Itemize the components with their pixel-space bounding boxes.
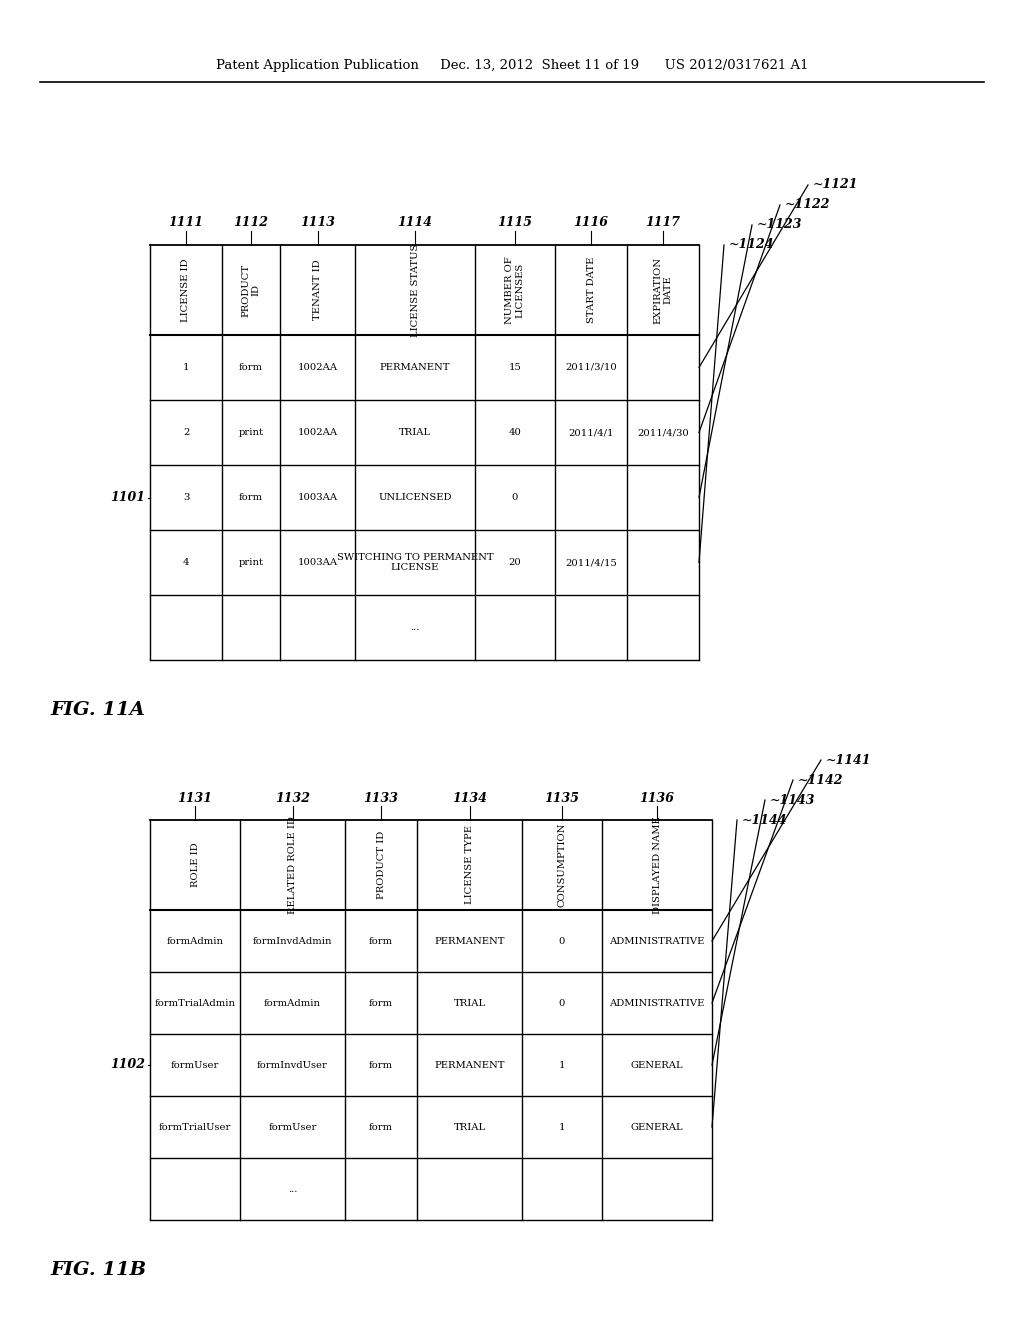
Text: RELATED ROLE ID: RELATED ROLE ID [288,816,297,913]
Text: form: form [369,998,393,1007]
Text: 20: 20 [509,558,521,568]
Text: 1: 1 [182,363,189,372]
Text: ADMINISTRATIVE: ADMINISTRATIVE [609,936,705,945]
Text: PERMANENT: PERMANENT [380,363,451,372]
Text: formInvdUser: formInvdUser [257,1060,328,1069]
Text: form: form [239,492,263,502]
Text: NUMBER OF
LICENSES: NUMBER OF LICENSES [505,256,524,323]
Text: print: print [239,558,263,568]
Text: ...: ... [288,1184,297,1193]
Text: print: print [239,428,263,437]
Text: CONSUMPTION: CONSUMPTION [557,822,566,907]
Text: formUser: formUser [268,1122,316,1131]
Text: 1113: 1113 [300,216,335,230]
Text: 2011/4/30: 2011/4/30 [637,428,689,437]
Text: PRODUCT ID: PRODUCT ID [377,830,385,899]
Text: ADMINISTRATIVE: ADMINISTRATIVE [609,998,705,1007]
Text: 4: 4 [182,558,189,568]
Text: 1132: 1132 [275,792,310,804]
Text: 1135: 1135 [545,792,580,804]
Text: DISPLAYED NAME: DISPLAYED NAME [652,816,662,913]
Text: LICENSE TYPE: LICENSE TYPE [465,825,474,904]
Text: 2: 2 [183,428,189,437]
Text: form: form [239,363,263,372]
Text: formUser: formUser [171,1060,219,1069]
Text: ROLE ID: ROLE ID [190,842,200,887]
Text: 1003AA: 1003AA [297,492,338,502]
Text: PRODUCT
ID: PRODUCT ID [242,264,261,317]
Text: UNLICENSED: UNLICENSED [378,492,452,502]
Text: 1: 1 [559,1060,565,1069]
Text: ~1122: ~1122 [785,198,830,211]
Text: FIG. 11A: FIG. 11A [50,701,144,719]
Text: 1115: 1115 [498,216,532,230]
Text: 1: 1 [559,1122,565,1131]
Text: 1117: 1117 [645,216,681,230]
Text: 1002AA: 1002AA [297,428,338,437]
Text: form: form [369,1122,393,1131]
Text: EXPIRATION
DATE: EXPIRATION DATE [653,256,673,323]
Text: 1133: 1133 [364,792,398,804]
Text: form: form [369,1060,393,1069]
Text: TENANT ID: TENANT ID [313,260,322,321]
Text: 0: 0 [512,492,518,502]
Text: ~1144: ~1144 [742,813,787,826]
Text: 1101: 1101 [110,491,145,504]
Text: formTrialAdmin: formTrialAdmin [155,998,236,1007]
Text: ~1142: ~1142 [798,774,844,787]
Text: 1116: 1116 [573,216,608,230]
Text: 1002AA: 1002AA [297,363,338,372]
Text: 40: 40 [509,428,521,437]
Text: ~1143: ~1143 [770,793,815,807]
Text: ...: ... [411,623,420,632]
Text: 1131: 1131 [177,792,213,804]
Text: ~1123: ~1123 [757,219,803,231]
Text: 1114: 1114 [397,216,432,230]
Text: START DATE: START DATE [587,257,596,323]
Text: TRIAL: TRIAL [454,998,485,1007]
Text: 2011/4/1: 2011/4/1 [568,428,613,437]
Text: SWITCHING TO PERMANENT
LICENSE: SWITCHING TO PERMANENT LICENSE [337,553,494,572]
Text: 1102: 1102 [110,1059,145,1072]
Text: TRIAL: TRIAL [454,1122,485,1131]
Text: formInvdAdmin: formInvdAdmin [253,936,332,945]
Text: PERMANENT: PERMANENT [434,1060,505,1069]
Text: ~1141: ~1141 [826,754,871,767]
Text: Patent Application Publication     Dec. 13, 2012  Sheet 11 of 19      US 2012/03: Patent Application Publication Dec. 13, … [216,58,808,71]
Text: 2011/3/10: 2011/3/10 [565,363,616,372]
Text: LICENSE STATUS: LICENSE STATUS [411,243,420,337]
Text: ~1124: ~1124 [729,239,774,252]
Text: TRIAL: TRIAL [399,428,431,437]
Text: 0: 0 [559,936,565,945]
Text: FIG. 11B: FIG. 11B [50,1261,146,1279]
Text: 3: 3 [183,492,189,502]
Text: 1112: 1112 [233,216,268,230]
Text: formAdmin: formAdmin [167,936,223,945]
Text: LICENSE ID: LICENSE ID [181,259,190,322]
Text: 15: 15 [509,363,521,372]
Text: GENERAL: GENERAL [631,1060,683,1069]
Text: form: form [369,936,393,945]
Text: 1003AA: 1003AA [297,558,338,568]
Text: 1136: 1136 [640,792,675,804]
Text: PERMANENT: PERMANENT [434,936,505,945]
Text: ~1121: ~1121 [813,178,858,191]
Text: GENERAL: GENERAL [631,1122,683,1131]
Text: 1111: 1111 [169,216,204,230]
Text: formTrialUser: formTrialUser [159,1122,231,1131]
Text: 0: 0 [559,998,565,1007]
Text: formAdmin: formAdmin [264,998,321,1007]
Text: 2011/4/15: 2011/4/15 [565,558,616,568]
Text: 1134: 1134 [452,792,487,804]
